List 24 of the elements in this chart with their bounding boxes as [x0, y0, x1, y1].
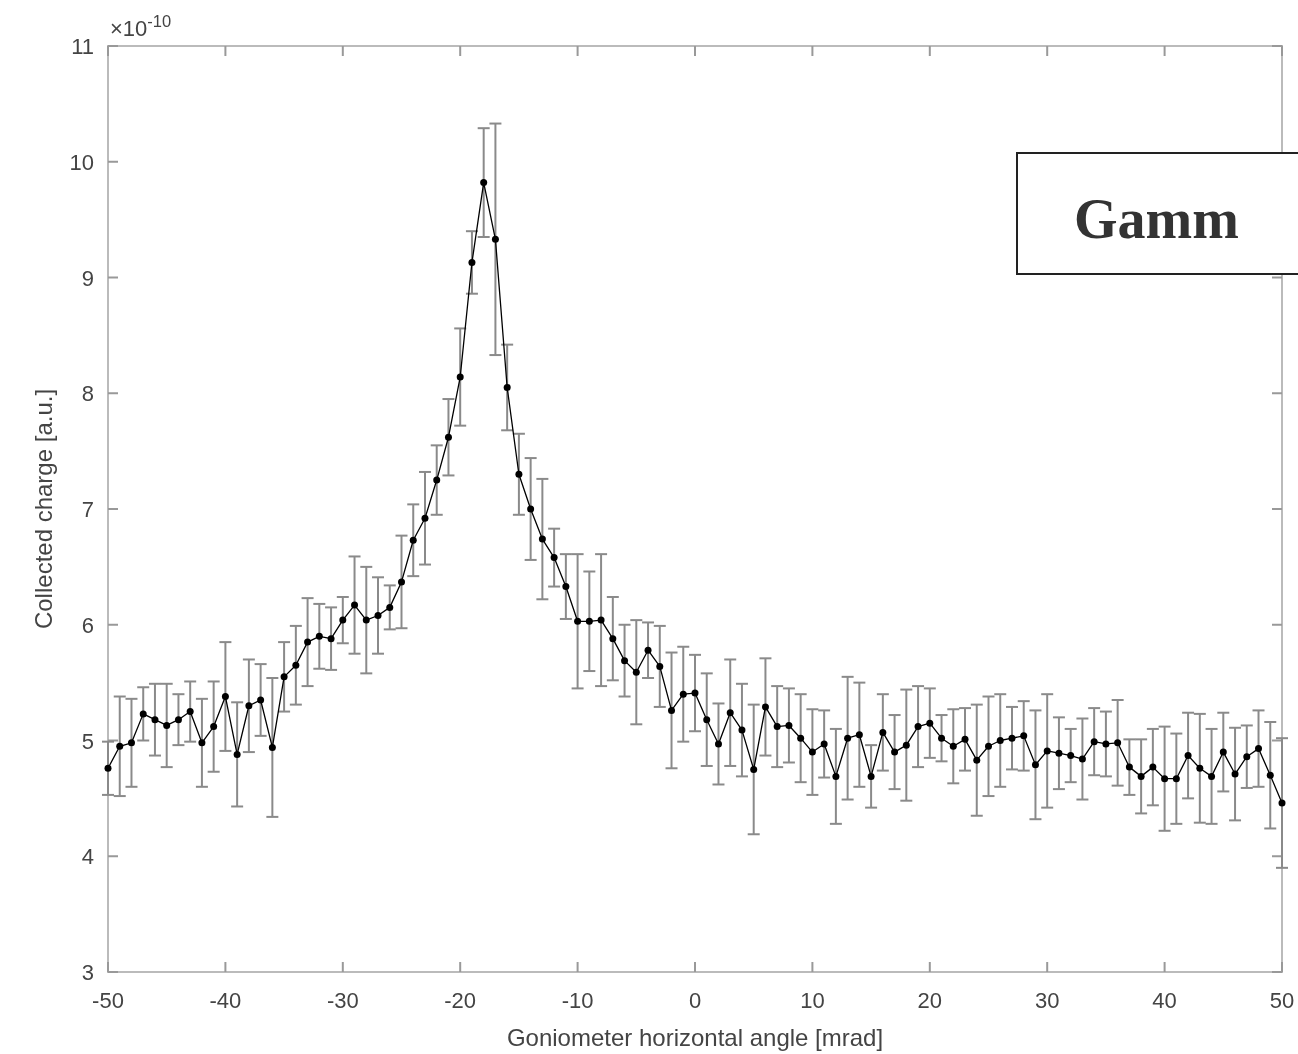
y-axis-title: Collected charge [a.u.] — [30, 388, 57, 630]
x-tick-label: 40 — [1152, 988, 1177, 1013]
y-tick-label: 7 — [81, 497, 94, 522]
x-tick-label: -10 — [561, 988, 594, 1013]
y-tick-label: 3 — [81, 960, 94, 985]
text: ×10$^{-10}$ — [110, 12, 172, 41]
x-tick-label: -50 — [92, 988, 124, 1013]
y-tick-label: 9 — [81, 265, 94, 291]
y-tick-label: 8 — [81, 381, 94, 407]
x-tick-label: 20 — [917, 988, 943, 1013]
x-tick-label: 50 — [1269, 988, 1295, 1013]
y-tick-label: 4 — [81, 844, 94, 870]
y-tick-label: 6 — [81, 612, 94, 638]
y-tick-label: 11 — [71, 34, 94, 59]
x-tick-label: 0 — [688, 988, 702, 1013]
x-tick-label: -40 — [209, 988, 242, 1013]
y-tick-label: 10 — [69, 149, 94, 175]
x-axis-title: Goniometer horizontal angle [mrad] — [506, 1024, 884, 1051]
x-tick-label: 10 — [800, 988, 825, 1013]
annotation: Gamm — [1074, 188, 1239, 250]
x-tick-label: -30 — [326, 988, 359, 1013]
x-tick-label: -20 — [444, 988, 477, 1013]
x-tick-label: 30 — [1034, 988, 1060, 1013]
y-tick-label: 5 — [81, 728, 94, 754]
